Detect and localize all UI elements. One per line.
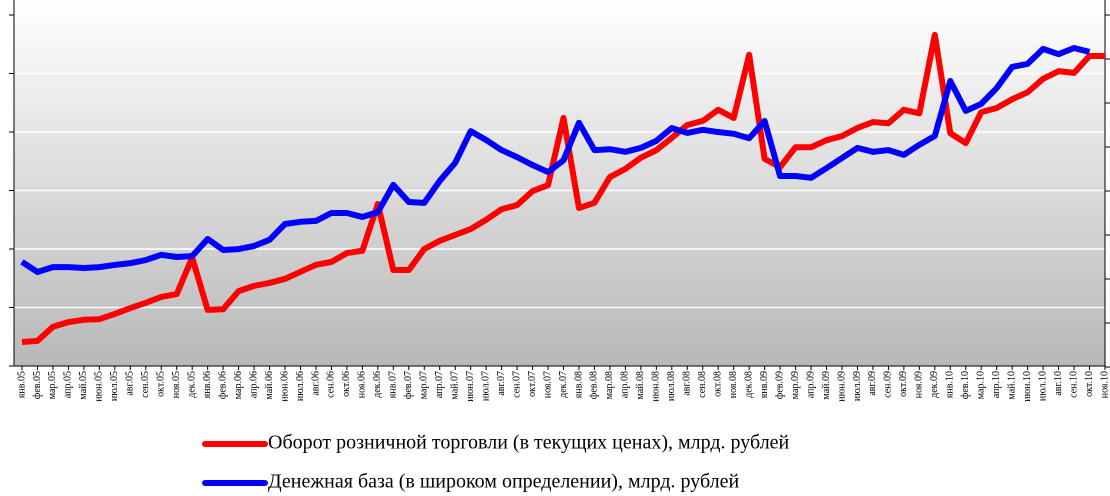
x-tick-label: май.06 (264, 371, 275, 400)
x-tick-label: окт.09 (898, 371, 909, 397)
x-tick-label: апр.10 (991, 371, 1002, 398)
x-tick-label: мар.08 (604, 371, 615, 399)
x-tick-label: фев.06 (217, 371, 228, 399)
x-tick-label: ноя.09 (914, 371, 925, 398)
x-tick-label: авг.08 (682, 371, 693, 396)
x-tick-label: мар.06 (233, 371, 244, 399)
x-tick-label: сен.07 (511, 371, 522, 398)
x-tick-label: июн.06 (279, 371, 290, 402)
x-tick-label: ноя.08 (728, 371, 739, 398)
x-tick-label: янв.06 (202, 371, 213, 398)
x-tick-label: июн.08 (651, 371, 662, 402)
x-tick-label: апр.09 (805, 371, 816, 398)
x-tick-label: окт.06 (341, 371, 352, 397)
x-tick-label: янв.08 (573, 371, 584, 398)
x-tick-label: авг.10 (1053, 371, 1064, 396)
x-tick-label: апр.05 (63, 371, 74, 398)
x-tick-label: июл.06 (295, 371, 306, 401)
x-tick-label: апр.08 (620, 371, 631, 398)
x-tick-label: ноя.07 (542, 371, 553, 398)
x-tick-label: июн.10 (1022, 371, 1033, 402)
x-tick-label: авг.07 (496, 371, 507, 396)
x-tick-label: май.08 (635, 371, 646, 400)
x-tick-label: июн.07 (465, 371, 476, 402)
x-tick-label: ноя.10 (1099, 371, 1110, 398)
x-tick-label: окт.05 (156, 371, 167, 397)
x-tick-label: сен.10 (1068, 371, 1079, 398)
x-tick-label: июл.10 (1037, 371, 1048, 401)
x-tick-label: дек.05 (186, 371, 197, 398)
x-tick-label: ноя.06 (357, 371, 368, 398)
legend-label: Денежная база (в широком определении), м… (268, 471, 740, 493)
x-tick-label: янв.07 (388, 371, 399, 398)
x-tick-label: ноя.05 (171, 371, 182, 398)
x-tick-label: фев.09 (774, 371, 785, 399)
x-tick-label: дек.06 (372, 371, 383, 398)
x-tick-label: апр.06 (248, 371, 259, 398)
x-tick-label: окт.08 (713, 371, 724, 397)
x-tick-label: май.07 (449, 371, 460, 400)
x-tick-label: дек.07 (558, 371, 569, 398)
x-tick-label: июл.08 (666, 371, 677, 401)
x-tick-label: сен.05 (140, 371, 151, 398)
x-tick-label: мар.10 (976, 371, 987, 399)
x-tick-label: май.09 (821, 371, 832, 400)
series-line (21, 31, 1105, 346)
x-tick-label: янв.05 (16, 371, 27, 398)
x-tick-label: фев.10 (960, 371, 971, 399)
x-tick-label: сен.08 (697, 371, 708, 398)
x-tick-label: янв.10 (945, 371, 956, 398)
x-tick-label: окт.10 (1084, 371, 1095, 397)
x-tick-label: окт.07 (527, 371, 538, 397)
x-tick-label: дек.08 (743, 371, 754, 398)
x-tick-label: мар.05 (47, 371, 58, 399)
x-tick-label: сен.09 (883, 371, 894, 398)
x-tick-label: мар.07 (419, 371, 430, 399)
x-tick-label: сен.06 (326, 371, 337, 398)
x-tick-label: янв.09 (759, 371, 770, 398)
x-tick-label: дек.09 (929, 371, 940, 398)
x-tick-label: авг.05 (125, 371, 136, 396)
x-tick-label: июл.05 (109, 371, 120, 401)
series-line (20, 45, 1091, 275)
x-tick-label: фев.08 (589, 371, 600, 399)
x-tick-label: май.05 (78, 371, 89, 400)
legend-label: Оборот розничной торговли (в текущих цен… (268, 432, 790, 454)
x-tick-label: фев.05 (32, 371, 43, 399)
x-tick-label: авг.09 (867, 371, 878, 396)
x-tick-label: июл.09 (852, 371, 863, 401)
x-tick-label: июл.07 (480, 371, 491, 401)
plot-area (14, 0, 1105, 366)
x-tick-label: апр.07 (434, 371, 445, 398)
x-tick-label: авг.06 (310, 371, 321, 396)
x-tick-label: мар.09 (790, 371, 801, 399)
x-tick-label: фев.07 (403, 371, 414, 399)
x-tick-label: июн.05 (94, 371, 105, 402)
x-tick-label: июн.09 (836, 371, 847, 402)
x-tick-label: май.10 (1006, 371, 1017, 400)
